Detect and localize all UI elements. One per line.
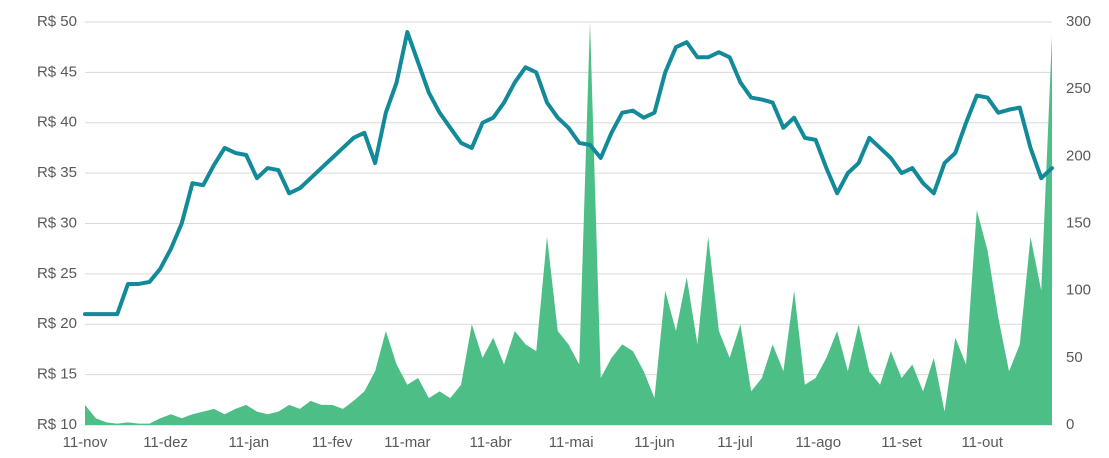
y2-tick-label: 0 bbox=[1066, 416, 1074, 433]
x-tick-label: 11-jun bbox=[634, 434, 675, 451]
x-tick-label: 11-abr bbox=[469, 434, 511, 451]
x-tick-label: 11-jul bbox=[717, 434, 753, 451]
x-tick-label: 11-ago bbox=[796, 434, 842, 451]
y-tick-label: R$ 30 bbox=[37, 214, 77, 231]
y-tick-label: R$ 15 bbox=[37, 366, 77, 383]
y2-tick-label: 100 bbox=[1066, 282, 1091, 299]
y2-tick-label: 300 bbox=[1066, 13, 1091, 30]
x-tick-label: 11-dez bbox=[143, 434, 188, 451]
y-tick-label: R$ 40 bbox=[37, 114, 77, 131]
y2-tick-label: 250 bbox=[1066, 80, 1091, 97]
price-line bbox=[83, 30, 1054, 317]
x-tick-label: 11-nov bbox=[63, 434, 108, 451]
y-tick-label: R$ 50 bbox=[37, 13, 77, 30]
y-tick-label: R$ 35 bbox=[37, 164, 77, 181]
x-tick-label: 11-out bbox=[961, 434, 1003, 451]
x-tick-label: 11-mai bbox=[549, 434, 594, 451]
x-tick-label: 11-fev bbox=[312, 434, 353, 451]
y-tick-label: R$ 10 bbox=[37, 416, 77, 433]
x-tick-label: 11-jan bbox=[229, 434, 270, 451]
volume-area bbox=[85, 22, 1052, 425]
x-tick-label: 11-set bbox=[881, 434, 922, 451]
y2-tick-label: 200 bbox=[1066, 147, 1091, 164]
y-tick-label: R$ 25 bbox=[37, 265, 77, 282]
y-tick-label: R$ 20 bbox=[37, 315, 77, 332]
y2-tick-label: 50 bbox=[1066, 349, 1083, 366]
y-tick-label: R$ 45 bbox=[37, 63, 77, 80]
x-tick-label: 11-mar bbox=[384, 434, 430, 451]
y2-tick-label: 150 bbox=[1066, 214, 1091, 231]
